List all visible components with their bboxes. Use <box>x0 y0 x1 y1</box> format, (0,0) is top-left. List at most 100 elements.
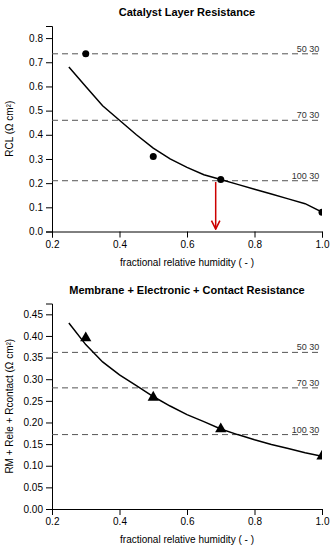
tick-mark <box>46 159 52 160</box>
tick-mark <box>46 509 52 510</box>
tick: 0.3 <box>29 154 52 165</box>
reference-label: 50 30 <box>297 44 320 54</box>
tick-label: 0.6 <box>29 81 43 92</box>
tick-label: 0.6 <box>181 516 195 527</box>
tick: 0.35 <box>24 352 52 363</box>
tick: 1.0 <box>316 509 330 527</box>
tick-label: 0.5 <box>29 105 43 116</box>
tick-mark <box>322 232 323 238</box>
reference-label: 70 30 <box>297 378 320 388</box>
tick-mark <box>46 135 52 136</box>
tick-mark <box>255 509 256 515</box>
tick: 0.7 <box>29 57 52 68</box>
tick: 0.2 <box>29 178 52 189</box>
tick-mark <box>120 232 121 238</box>
tick-label: 0.2 <box>46 239 60 250</box>
plot-area: 0.20.40.60.81.00.000.050.100.150.200.250… <box>24 304 330 527</box>
tick-mark <box>46 62 52 63</box>
tick-mark <box>46 487 52 488</box>
tick: 0.8 <box>29 33 52 44</box>
tick-mark <box>255 232 256 238</box>
tick: 0.2 <box>46 509 60 527</box>
tick-label: 0.2 <box>46 516 60 527</box>
tick-mark <box>46 207 52 208</box>
plot-area: 0.20.40.60.81.00.00.10.20.30.40.50.60.70… <box>29 27 330 250</box>
tick-label: 0.00 <box>24 504 44 515</box>
tick-label: 0.4 <box>29 129 43 140</box>
reference-label: 70 30 <box>297 110 320 120</box>
tick-label: 0.45 <box>24 309 44 320</box>
reference-line <box>52 53 322 54</box>
tick: 1.0 <box>316 232 330 250</box>
tick: 0.20 <box>24 417 52 428</box>
tick: 0.6 <box>29 81 52 92</box>
tick-mark <box>187 509 188 515</box>
tick-label: 0.15 <box>24 439 44 450</box>
curve <box>69 323 322 456</box>
reference-label: 100 30 <box>292 171 320 181</box>
reference-line <box>52 434 322 435</box>
tick-mark <box>46 336 52 337</box>
y-axis: 0.0 0.1 0.2 0.3 0.4 0.5 0.6 0.7 0.8 <box>29 27 52 238</box>
point <box>148 391 159 401</box>
point <box>80 332 91 342</box>
tick-label: 1.0 <box>316 239 330 250</box>
tick: 0.4 <box>113 509 127 527</box>
tick: 0.40 <box>24 331 52 342</box>
tick-mark <box>46 111 52 112</box>
tick-label: 0.8 <box>248 239 262 250</box>
tick-label: 0.3 <box>29 154 43 165</box>
figure: 0.20.40.60.81.00.00.10.20.30.40.50.60.70… <box>0 0 334 555</box>
tick: 0.05 <box>24 482 52 493</box>
tick-label: 0.40 <box>24 331 44 342</box>
tick: 0.6 <box>181 232 195 250</box>
tick-label: 1.0 <box>316 516 330 527</box>
reference-line <box>52 387 322 388</box>
axis-line <box>46 304 53 510</box>
tick-mark <box>46 358 52 359</box>
tick-label: 0.8 <box>248 516 262 527</box>
tick-mark <box>120 509 121 515</box>
tick: 0.8 <box>248 509 262 527</box>
y-axis: 0.00 0.05 0.10 0.15 0.20 0.25 0.30 0.35 0.40 0.45 <box>24 304 53 515</box>
reference-line <box>52 180 322 181</box>
tick-label: 0.8 <box>29 33 43 44</box>
tick-mark <box>46 466 52 467</box>
tick-mark <box>46 183 52 184</box>
point <box>217 176 224 183</box>
tick-label: 0.6 <box>181 239 195 250</box>
tick: 0.15 <box>24 439 52 450</box>
x-axis: 0.2 0.4 0.6 0.8 1.0 <box>46 232 330 250</box>
tick: 0.8 <box>248 232 262 250</box>
title: Catalyst Layer Resistance <box>119 6 255 18</box>
tick-label: 0.25 <box>24 396 44 407</box>
tick: 0.4 <box>29 129 52 140</box>
tick-mark <box>187 232 188 238</box>
tick: 0.30 <box>24 374 52 385</box>
x-axis-title: fractional relative humidity ( - ) <box>120 257 254 268</box>
curve <box>69 67 322 212</box>
tick: 0.2 <box>46 232 60 250</box>
point <box>316 450 322 460</box>
tick-mark <box>322 509 323 515</box>
tick-label: 0.4 <box>113 239 127 250</box>
panel: 0.20.40.60.81.00.000.050.100.150.200.250… <box>4 284 330 546</box>
tick-label: 0.10 <box>24 460 44 471</box>
tick: 0.1 <box>29 202 52 213</box>
tick-label: 0.35 <box>24 352 44 363</box>
tick-label: 0.05 <box>24 482 44 493</box>
tick: 0.00 <box>24 504 52 515</box>
tick-mark <box>46 86 52 87</box>
tick-mark <box>46 401 52 402</box>
tick-mark <box>46 232 52 233</box>
tick-label: 0.2 <box>29 178 43 189</box>
x-axis: 0.2 0.4 0.6 0.8 1.0 <box>46 509 330 527</box>
tick: 0.10 <box>24 460 52 471</box>
tick-mark <box>46 422 52 423</box>
y-axis-title: RM + Rele + Rcontact (Ω cm²) <box>4 339 15 474</box>
marks <box>52 323 322 460</box>
tick-label: 0.20 <box>24 417 44 428</box>
title: Membrane + Electronic + Contact Resistan… <box>69 284 304 296</box>
tick: 0.0 <box>29 226 52 237</box>
tick: 0.45 <box>24 309 52 320</box>
